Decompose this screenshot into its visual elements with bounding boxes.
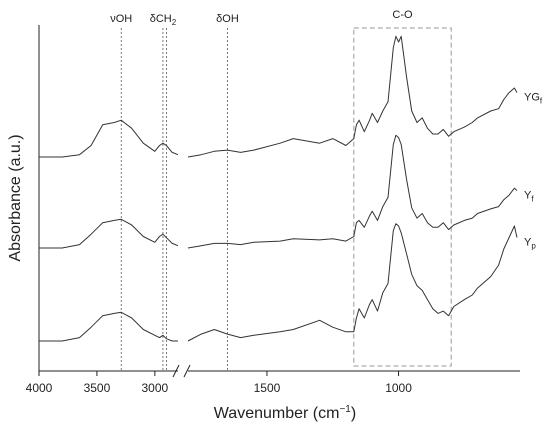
- series-labels: YGf Yf Yp: [524, 92, 543, 251]
- x-tick-label-1: 3500: [84, 381, 111, 395]
- series-label-0: YGf: [524, 92, 543, 106]
- c-o-region-label: C-O: [392, 9, 413, 21]
- c-o-region-box: [353, 27, 452, 367]
- plot-frame: [38, 25, 520, 378]
- series-label-2: Yp: [524, 237, 536, 251]
- series-line-1-right: [187, 134, 518, 249]
- x-tick-label-4: 1000: [385, 381, 412, 395]
- annotation-label-1: δCH2: [150, 13, 177, 27]
- x-tick-label-0: 4000: [26, 381, 53, 395]
- y-axis-title: Absorbance (a.u.): [7, 134, 24, 261]
- series-group: [39, 35, 518, 342]
- series-line-1-left: [39, 218, 179, 249]
- x-ticks: 4000 3500 3000 1500 1000: [26, 371, 412, 395]
- series-line-2-left: [39, 311, 178, 342]
- x-axis-title: Wavenumber (cm−1): [214, 404, 356, 422]
- series-label-1: Yf: [524, 190, 534, 204]
- series-line-2-right: [187, 223, 518, 342]
- series-line-0-right: [187, 35, 518, 158]
- axis-break-marks: [172, 364, 191, 378]
- annotation-label-3: δOH: [216, 13, 239, 25]
- series-line-0-left: [39, 119, 179, 158]
- annotations: νOH δCH2 δOH: [110, 13, 239, 371]
- annotation-label-0: νOH: [110, 13, 132, 25]
- x-tick-label-3: 1500: [254, 381, 281, 395]
- x-tick-label-2: 3000: [141, 381, 168, 395]
